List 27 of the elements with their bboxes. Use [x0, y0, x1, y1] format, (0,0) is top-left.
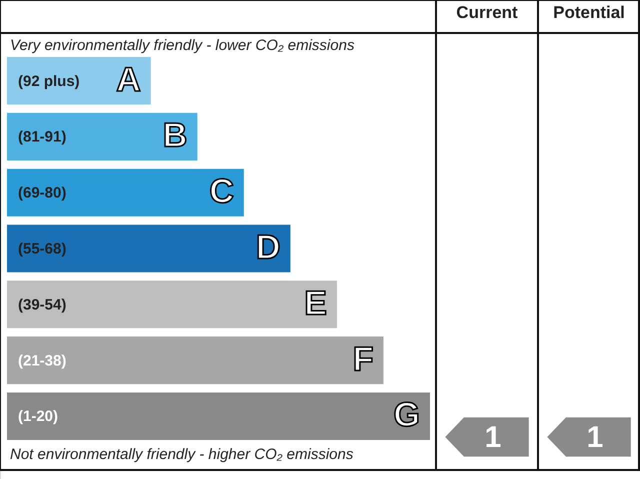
- y-tick-label: F: [352, 340, 374, 378]
- bar: [7, 336, 384, 384]
- annotation: (92 plus): [18, 72, 80, 90]
- annotation: (21-38): [18, 352, 66, 370]
- y-tick-label: C: [209, 172, 234, 211]
- text: 1: [484, 421, 502, 454]
- bar: [7, 280, 337, 328]
- annotation: (81-91): [18, 128, 66, 146]
- text: Potential: [553, 3, 625, 22]
- annotation: (69-80): [18, 184, 66, 202]
- chart-title: Very environmentally friendly - lower CO₂ emissions: [10, 37, 355, 54]
- bar: [7, 168, 244, 216]
- y-tick-label: B: [162, 116, 188, 155]
- y-tick-label: A: [116, 60, 141, 99]
- bar: [7, 224, 290, 272]
- text: 1: [586, 421, 604, 454]
- bar: [7, 112, 198, 160]
- annotation: (55-68): [18, 240, 66, 258]
- text: Not environmentally friendly - higher CO₂ emissions: [10, 446, 354, 463]
- annotation: (1-20): [18, 408, 58, 426]
- bar: [7, 392, 430, 440]
- y-tick-label: E: [304, 284, 327, 322]
- text: Current: [456, 3, 518, 22]
- y-tick-label: D: [256, 228, 280, 266]
- y-tick-label: G: [394, 396, 420, 434]
- annotation: (39-54): [18, 296, 66, 314]
- bar: [7, 57, 151, 105]
